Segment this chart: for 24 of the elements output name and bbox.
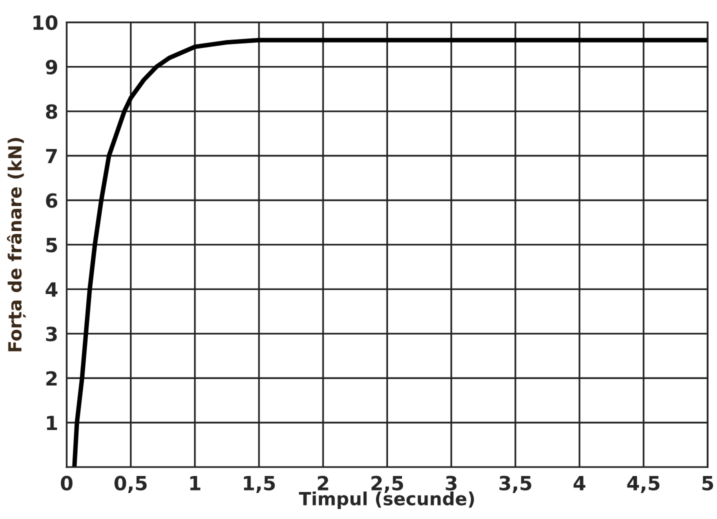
- x-axis-title: Timpul (secunde): [298, 491, 474, 509]
- y-tick-label: 8: [46, 104, 58, 119]
- y-tick-label: 4: [46, 282, 58, 297]
- x-tick-label: 1,5: [244, 476, 275, 493]
- x-tick-label: 3: [446, 476, 456, 490]
- x-tick-label: 0: [60, 476, 73, 490]
- y-axis-title: Forța de frânare (kN): [6, 138, 26, 352]
- y-tick-label: 10: [33, 15, 58, 30]
- x-tick-label: 2: [318, 476, 328, 490]
- y-tick-label: 9: [46, 60, 58, 74]
- x-tick-label: 5: [702, 476, 714, 490]
- x-tick-label: 0,5: [114, 476, 147, 493]
- y-tick-label: 2: [46, 371, 57, 386]
- x-tick-label: 4,5: [627, 476, 660, 493]
- x-tick-label: 2,5: [371, 476, 404, 493]
- x-tick-label: 4: [574, 476, 586, 490]
- y-tick-label: 5: [46, 238, 57, 252]
- line-series: [72, 38, 708, 468]
- y-tick-label: 6: [46, 193, 58, 208]
- y-tick-label: 3: [46, 326, 57, 342]
- y-tick-label: 1: [47, 416, 58, 430]
- x-tick-label: 1: [190, 476, 200, 490]
- x-tick-label: 3,5: [499, 476, 532, 493]
- y-tick-label: 7: [46, 148, 57, 164]
